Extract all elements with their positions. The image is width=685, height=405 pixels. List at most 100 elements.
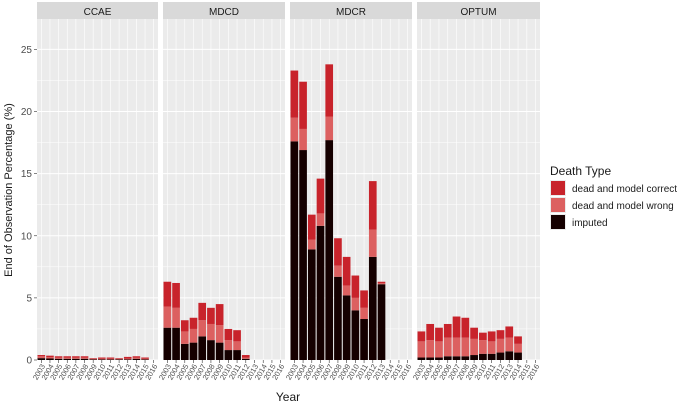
- bar-mdcd-2007-dead-and-model-correct: [198, 302, 207, 321]
- y-tick-label: 25: [21, 45, 33, 56]
- bar-optum-2009-imputed: [470, 355, 478, 360]
- bar-ccae-2006-dead-and-model-correct: [63, 356, 72, 358]
- bar-mdcr-2007-imputed: [325, 140, 334, 360]
- legend-swatch-dead-and-model-wrong: [551, 198, 565, 212]
- bar-ccae-2014-imputed: [132, 358, 141, 360]
- bar-optum-2004-dead-and-model-wrong: [426, 340, 435, 358]
- bar-optum-2010-dead-and-model-wrong: [479, 340, 487, 354]
- bar-optum-2005-dead-and-model-correct: [435, 327, 443, 342]
- bar-mdcd-2005-dead-and-model-correct: [180, 320, 189, 332]
- bar-ccae-2007-dead-and-model-correct: [72, 356, 80, 358]
- bar-mdcd-2006-dead-and-model-wrong: [189, 328, 198, 343]
- legend-label-dead-and-model-wrong: dead and model wrong: [572, 201, 674, 212]
- bar-mdcd-2003-imputed: [163, 327, 172, 360]
- bar-optum-2003-imputed: [417, 357, 426, 360]
- bar-optum-2009-dead-and-model-wrong: [470, 338, 478, 356]
- facet-panel-ccae: [37, 19, 158, 360]
- bar-mdcr-2003-dead-and-model-wrong: [290, 117, 299, 142]
- bar-ccae-2008-dead-and-model-wrong: [80, 357, 89, 359]
- bar-mdcr-2009-imputed: [342, 295, 351, 360]
- bar-mdcr-2009-dead-and-model-correct: [342, 256, 351, 286]
- bar-mdcr-2004-imputed: [299, 150, 307, 360]
- bar-ccae-2004-dead-and-model-wrong: [46, 357, 54, 359]
- bar-mdcd-2004-dead-and-model-correct: [172, 282, 180, 308]
- bar-optum-2011-dead-and-model-correct: [487, 331, 496, 342]
- bar-ccae-2009-dead-and-model-correct: [89, 358, 97, 359]
- bar-mdcr-2006-dead-and-model-correct: [316, 178, 325, 214]
- bar-mdcr-2013-dead-and-model-correct: [377, 281, 386, 283]
- facet-label-optum: OPTUM: [460, 7, 496, 18]
- facet-label-mdcd: MDCD: [209, 7, 239, 18]
- legend-label-dead-and-model-correct: dead and model correct: [572, 184, 677, 195]
- bar-ccae-2012-imputed: [115, 359, 123, 360]
- bar-optum-2008-dead-and-model-wrong: [461, 337, 470, 357]
- bar-ccae-2005-imputed: [54, 358, 63, 360]
- bar-optum-2007-dead-and-model-correct: [452, 316, 461, 338]
- bar-ccae-2012-dead-and-model-correct: [115, 358, 123, 359]
- bar-mdcr-2005-imputed: [307, 249, 316, 360]
- bar-ccae-2009-imputed: [89, 359, 97, 360]
- bar-mdcr-2005-dead-and-model-correct: [307, 214, 316, 240]
- bar-optum-2009-dead-and-model-correct: [470, 327, 478, 339]
- bar-mdcr-2012-dead-and-model-correct: [368, 181, 377, 230]
- bar-mdcd-2012-dead-and-model-correct: [241, 355, 250, 358]
- bar-ccae-2005-dead-and-model-wrong: [54, 357, 63, 359]
- bar-mdcr-2013-dead-and-model-wrong: [377, 282, 386, 285]
- bar-mdcr-2012-dead-and-model-wrong: [368, 229, 377, 257]
- bar-optum-2013-dead-and-model-wrong: [505, 337, 514, 352]
- bar-mdcd-2006-imputed: [189, 342, 198, 360]
- bar-ccae-2013-dead-and-model-wrong: [123, 358, 132, 360]
- bar-optum-2010-dead-and-model-correct: [479, 332, 487, 341]
- bar-mdcd-2009-dead-and-model-wrong: [215, 325, 224, 343]
- bar-mdcd-2008-dead-and-model-wrong: [207, 323, 215, 341]
- bar-mdcr-2007-dead-and-model-correct: [325, 64, 334, 117]
- bar-optum-2012-dead-and-model-correct: [496, 330, 505, 339]
- y-tick-label: 20: [21, 107, 33, 118]
- bar-ccae-2015-dead-and-model-wrong: [141, 358, 149, 360]
- bar-optum-2011-imputed: [487, 353, 496, 360]
- legend-swatch-imputed: [551, 215, 565, 229]
- bar-mdcd-2012-imputed: [241, 358, 250, 360]
- bar-mdcr-2004-dead-and-model-correct: [299, 81, 307, 129]
- bar-ccae-2011-dead-and-model-wrong: [106, 358, 115, 360]
- bar-ccae-2008-dead-and-model-correct: [80, 356, 89, 358]
- y-tick-label: 10: [21, 231, 33, 242]
- legend-label-imputed: imputed: [572, 218, 608, 229]
- bar-ccae-2005-dead-and-model-correct: [54, 356, 63, 358]
- bar-ccae-2012-dead-and-model-wrong: [115, 358, 123, 360]
- bar-mdcd-2010-imputed: [224, 350, 233, 360]
- bar-optum-2014-imputed: [514, 352, 522, 360]
- bar-mdcr-2006-dead-and-model-wrong: [316, 213, 325, 226]
- bar-optum-2004-imputed: [426, 357, 435, 360]
- bar-mdcr-2003-imputed: [290, 141, 299, 360]
- bar-optum-2013-dead-and-model-correct: [505, 326, 514, 338]
- bar-mdcd-2011-dead-and-model-wrong: [233, 341, 241, 351]
- bar-optum-2012-dead-and-model-wrong: [496, 338, 505, 353]
- y-tick-label: 0: [26, 356, 32, 367]
- bar-mdcr-2003-dead-and-model-correct: [290, 70, 299, 118]
- bar-ccae-2003-dead-and-model-correct: [37, 355, 46, 357]
- bar-mdcd-2007-imputed: [198, 336, 207, 360]
- bar-ccae-2014-dead-and-model-wrong: [132, 357, 141, 359]
- bar-mdcd-2005-dead-and-model-wrong: [180, 331, 189, 344]
- bar-optum-2014-dead-and-model-correct: [514, 336, 522, 344]
- bar-mdcd-2009-dead-and-model-correct: [215, 304, 224, 326]
- bar-mdcr-2011-imputed: [360, 319, 368, 360]
- facet-label-ccae: CCAE: [84, 7, 112, 18]
- bar-ccae-2004-dead-and-model-correct: [46, 355, 54, 358]
- bar-mdcr-2010-imputed: [351, 310, 360, 360]
- bar-ccae-2006-dead-and-model-wrong: [63, 357, 72, 359]
- bar-optum-2006-imputed: [443, 356, 452, 360]
- bar-ccae-2008-imputed: [80, 358, 89, 360]
- bar-ccae-2007-imputed: [72, 358, 80, 360]
- bar-optum-2007-dead-and-model-wrong: [452, 337, 461, 357]
- bar-mdcr-2010-dead-and-model-wrong: [351, 297, 360, 311]
- facet-panel-optum: [417, 19, 540, 360]
- bar-ccae-2015-dead-and-model-correct: [141, 357, 149, 359]
- bar-mdcd-2011-imputed: [233, 350, 241, 360]
- bar-ccae-2009-dead-and-model-wrong: [89, 358, 97, 360]
- bar-ccae-2010-dead-and-model-correct: [98, 357, 106, 359]
- legend-title: Death Type: [550, 164, 611, 178]
- facet-strip-optum: [417, 2, 540, 19]
- bar-ccae-2013-dead-and-model-correct: [123, 356, 132, 359]
